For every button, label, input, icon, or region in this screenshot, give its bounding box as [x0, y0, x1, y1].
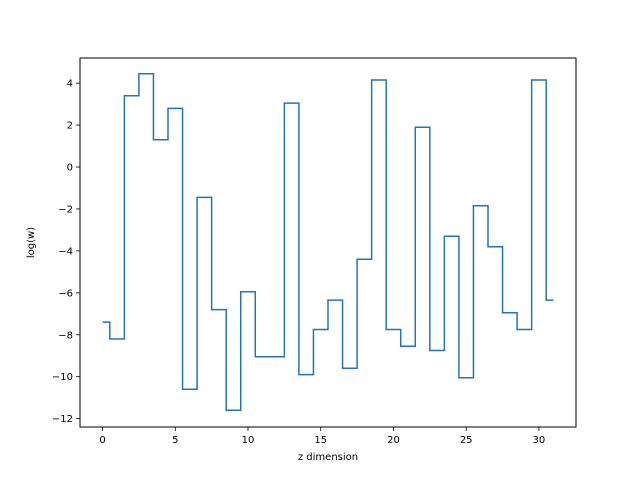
x-tick-label: 30	[533, 435, 546, 446]
x-tick-label: 15	[314, 435, 327, 446]
series-step-line	[102, 72, 554, 411]
axes-frame	[79, 57, 577, 428]
x-tick-label: 0	[99, 435, 105, 446]
y-tick-label: −8	[58, 330, 73, 341]
x-tick-label: 5	[172, 435, 178, 446]
y-tick-label: −10	[52, 372, 73, 383]
ticks-layer: 0 5 10 15 20 25 30 −12 −10 −8 −6 −4 −2 0 2 4	[52, 79, 545, 446]
y-tick-label: −4	[58, 246, 73, 257]
y-tick-label: −6	[58, 288, 73, 299]
y-tick-label: −2	[58, 204, 73, 215]
y-tick-label: 4	[67, 79, 73, 90]
y-tick-label: −12	[52, 414, 73, 425]
y-axis-label: log(w)	[26, 227, 37, 258]
y-tick-label: 2	[67, 121, 73, 132]
plot-layer	[102, 72, 554, 411]
x-tick-label: 10	[242, 435, 255, 446]
x-tick-label: 20	[387, 435, 400, 446]
y-tick-label: 0	[67, 163, 73, 174]
x-tick-label: 25	[460, 435, 473, 446]
x-axis-label: z dimension	[298, 452, 358, 463]
